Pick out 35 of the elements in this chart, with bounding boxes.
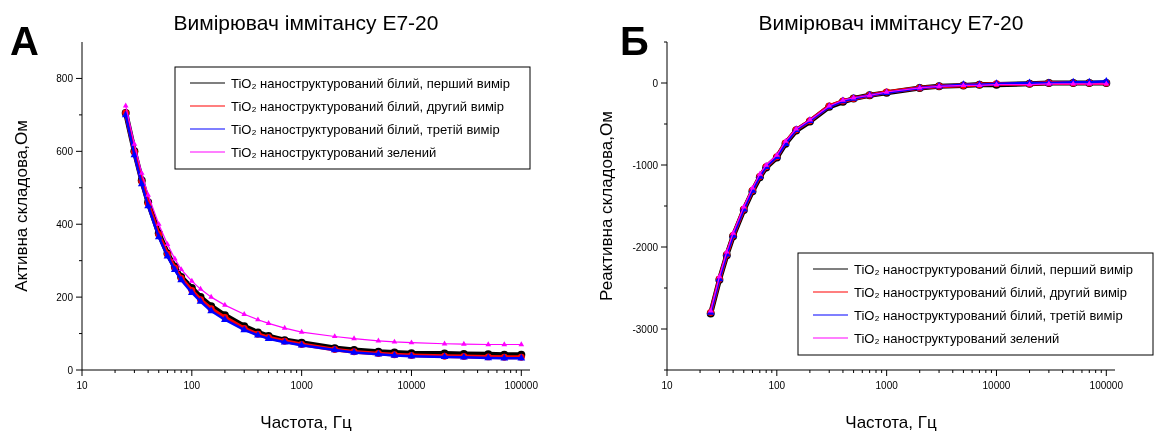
y-tick-label: 0 [652, 78, 659, 89]
y-axis-title: Активна складова,Ом [12, 120, 31, 292]
legend-label: TiO₂ наноструктурований зелений [854, 331, 1060, 346]
y-tick-label: -3000 [632, 324, 659, 335]
y-tick-label: 0 [67, 365, 74, 376]
x-tick-label: 10000 [982, 380, 1011, 391]
y-axis-title: Реактивна складова,Ом [597, 111, 616, 301]
x-tick-label: 100000 [504, 380, 539, 391]
y-tick-label: -1000 [632, 160, 659, 171]
x-tick-label: 1000 [290, 380, 314, 391]
x-tick-label: 10000 [397, 380, 426, 391]
x-tick-label: 1000 [875, 380, 899, 391]
legend-label: TiO₂ наноструктурований білий, перший вимір [231, 76, 510, 91]
x-tick-label: 100 [768, 380, 786, 391]
x-axis-title: Частота, Гц [845, 413, 937, 432]
legend-label: TiO₂ наноструктурований білий, третій вимір [231, 122, 500, 137]
text: Б [620, 19, 649, 63]
legend-label: TiO₂ наноструктурований білий, другий вимір [231, 99, 504, 114]
y-tick-label: 200 [56, 292, 74, 304]
legend-label: TiO₂ наноструктурований білий, другий вимір [854, 285, 1127, 300]
x-axis-title: Частота, Гц [260, 413, 352, 432]
x-tick-label: 100 [183, 380, 201, 391]
x-tick-label: 10 [661, 380, 673, 391]
legend-label: TiO₂ наноструктурований зелений [231, 145, 437, 160]
y-tick-label: 600 [56, 146, 74, 158]
y-tick-label: 400 [56, 219, 74, 231]
chart-title: Вимірювач іммітансу Е7-20 [173, 11, 439, 34]
chart-title: Вимірювач іммітансу Е7-20 [758, 11, 1024, 34]
x-tick-label: 100000 [1089, 380, 1124, 391]
y-tick-label: 800 [56, 73, 74, 85]
legend-label: TiO₂ наноструктурований білий, третій вимір [854, 308, 1123, 323]
legend-label: TiO₂ наноструктурований білий, перший вимір [854, 262, 1133, 277]
y-tick-label: -2000 [632, 242, 659, 253]
text: А [10, 19, 39, 63]
x-tick-label: 10 [76, 380, 88, 391]
